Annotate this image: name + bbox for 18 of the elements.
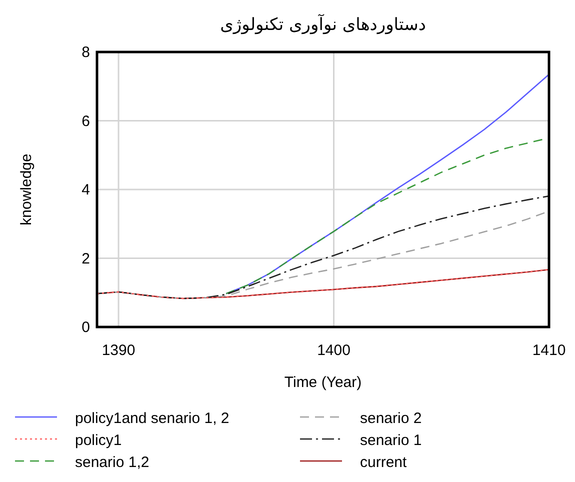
legend-label: senario 2: [360, 410, 422, 427]
y-tick-label: 0: [82, 319, 90, 336]
y-tick-label: 6: [82, 112, 90, 130]
x-tick-label: 1400: [317, 342, 350, 359]
line-series: [97, 268, 549, 300]
legend-label: senario 1,2: [75, 454, 150, 471]
legend-label: senario 1: [360, 432, 422, 449]
y-axis-title: knowledge: [18, 154, 35, 226]
legend-label: policy1and senario 1, 2: [75, 410, 230, 427]
legend-label: current: [360, 454, 408, 471]
x-tick-label: 1410: [532, 342, 566, 359]
y-tick-label: 2: [82, 250, 90, 268]
y-tick-label: 8: [82, 44, 90, 61]
x-tick-label: 1390: [102, 342, 136, 359]
x-axis-title: Time (Year): [284, 374, 362, 391]
chart-title: دستاوردهای نوآوری تکنولوژی: [220, 14, 426, 35]
y-tick-label: 4: [82, 182, 90, 198]
legend-label: policy1: [75, 432, 122, 449]
